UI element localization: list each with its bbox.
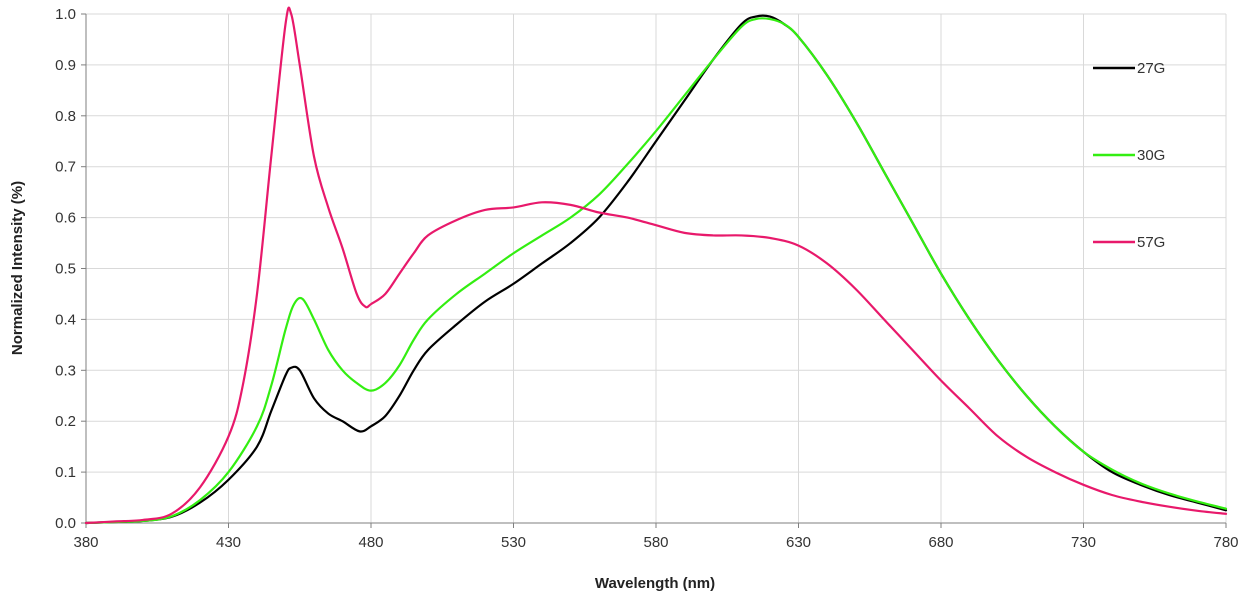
legend-label: 27G [1137,60,1165,77]
y-tick-label: 0.2 [55,413,76,430]
x-tick-label: 630 [786,534,811,551]
x-tick-label: 380 [73,534,98,551]
x-axis-ticks: 380 430 480 530 580 630 680 730 780 [73,523,1239,551]
legend-label: 57G [1137,234,1165,251]
legend: 27G 30G 57G [1093,60,1165,251]
y-tick-label: 0.3 [55,362,76,379]
x-tick-label: 680 [928,534,953,551]
legend-item-30g: 30G [1093,147,1165,164]
legend-item-57g: 57G [1093,234,1165,251]
x-tick-label: 580 [643,534,668,551]
legend-label: 30G [1137,147,1165,164]
y-tick-label: 0.5 [55,261,76,278]
x-tick-label: 480 [358,534,383,551]
series-lines [84,6,1228,525]
series-line-30g [84,17,1228,525]
y-axis-ticks: 0.0 0.1 0.2 0.3 0.4 0.5 0.6 0.7 0.8 0.9 1.0 [55,6,86,532]
y-tick-label: 1.0 [55,6,76,23]
y-tick-label: 0.0 [55,515,76,532]
series-line-57g [84,6,1228,525]
y-tick-label: 0.6 [55,210,76,227]
y-axis-title: Normalized Intensity (%) [9,181,26,355]
y-tick-label: 0.8 [55,108,76,125]
x-tick-label: 530 [501,534,526,551]
legend-item-27g: 27G [1093,60,1165,77]
y-tick-label: 0.1 [55,464,76,481]
y-tick-label: 0.9 [55,57,76,74]
x-tick-label: 430 [216,534,241,551]
x-tick-label: 780 [1213,534,1238,551]
x-axis-title: Wavelength (nm) [595,575,715,592]
x-tick-label: 730 [1071,534,1096,551]
y-tick-label: 0.7 [55,159,76,176]
y-tick-label: 0.4 [55,311,76,328]
